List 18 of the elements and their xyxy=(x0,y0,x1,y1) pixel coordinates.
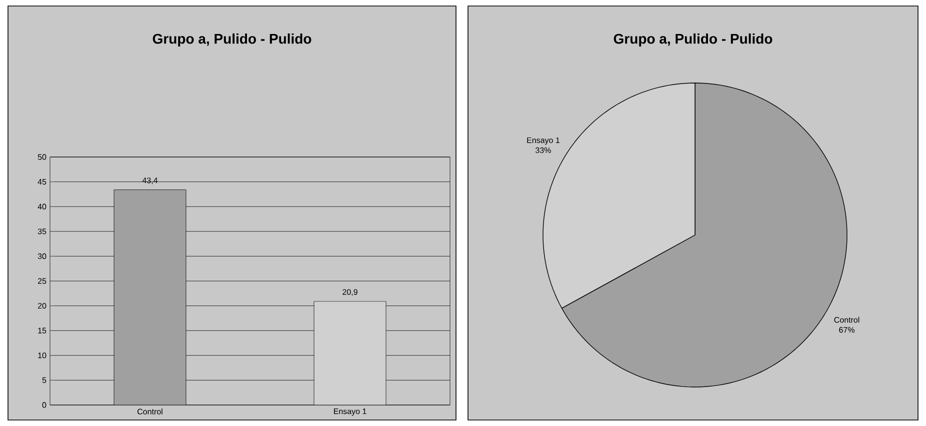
y-tick-label: 15 xyxy=(38,328,46,334)
y-tick-label: 25 xyxy=(38,278,46,284)
data-label: 67% xyxy=(839,327,854,333)
data-label: 33% xyxy=(536,147,551,154)
y-tick-label: 5 xyxy=(42,377,46,383)
y-tick-label: 35 xyxy=(38,228,46,234)
y-tick-label: 10 xyxy=(38,352,46,358)
slice-label: Control xyxy=(834,316,860,323)
y-tick-label: 50 xyxy=(38,154,46,160)
y-tick-label: 0 xyxy=(42,402,46,408)
y-tick-label: 20 xyxy=(38,302,46,309)
chart-title: Grupo a, Pulido - Pulido xyxy=(152,33,312,47)
y-tick-label: 30 xyxy=(38,253,46,260)
y-tick-label: 40 xyxy=(38,204,46,210)
chart-title: Grupo a, Pulido - Pulido xyxy=(614,33,772,47)
y-tick-label: 45 xyxy=(38,179,46,185)
data-label: 20,9 xyxy=(342,289,358,296)
slice-label: Ensayo 1 xyxy=(527,137,560,145)
